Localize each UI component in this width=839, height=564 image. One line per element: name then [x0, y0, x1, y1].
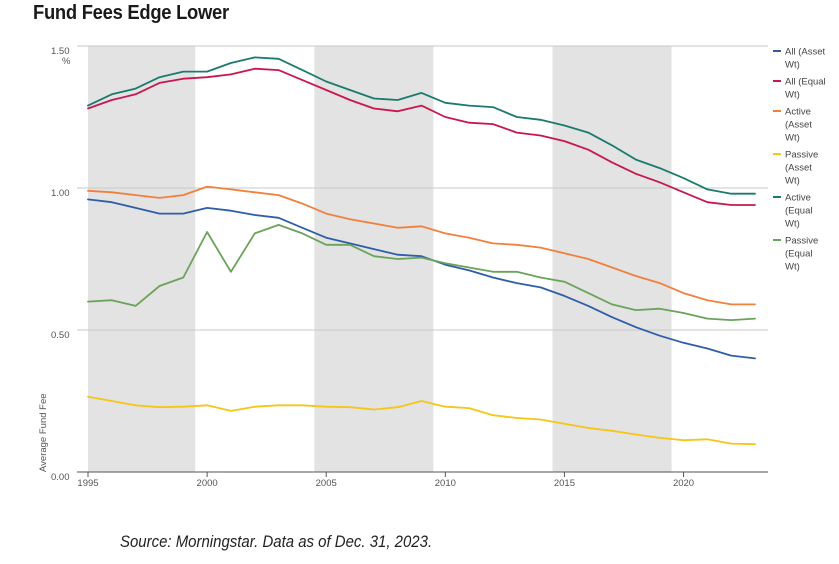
- x-tick-label: 2010: [435, 478, 456, 489]
- legend-label: All (Equal Wt): [785, 77, 826, 101]
- x-tick-label: 2020: [673, 478, 694, 489]
- legend-label: All (Asset Wt): [785, 47, 825, 71]
- series-line-active-asset-wt: [87, 185, 756, 306]
- chart-title: Fund Fees Edge Lower: [33, 2, 229, 24]
- x-tick-label: 2005: [316, 478, 337, 489]
- shaded-band-1: [314, 46, 434, 472]
- legend-label: Passive (Asset Wt): [785, 150, 818, 187]
- shaded-band-2: [552, 46, 672, 472]
- y-tick-label: 1.50: [51, 46, 70, 57]
- shaded-bands: [88, 46, 672, 472]
- legend: All (Asset Wt) All (Equal Wt) Active (Asset Wt…: [773, 47, 826, 273]
- y-tick-label: 0.50: [51, 330, 70, 341]
- series-line-all-asset-wt: [87, 198, 756, 360]
- series-line-passive-equal-wt: [87, 223, 756, 322]
- y-tick-label: 0.00: [51, 472, 70, 483]
- shaded-band-0: [88, 46, 196, 472]
- series-line-passive-asset-wt: [87, 395, 756, 446]
- x-tick-label: 2015: [554, 478, 575, 489]
- y-unit-label: %: [62, 56, 71, 67]
- series-line-active-equal-wt: [87, 56, 756, 195]
- series-line-all-equal-wt: [87, 67, 756, 206]
- y-axis-title: Average Fund Fee: [38, 393, 49, 472]
- legend-label: Active (Asset Wt): [785, 107, 812, 144]
- y-tick-label: 1.00: [51, 188, 70, 199]
- legend-label: Passive (Equal Wt): [785, 236, 818, 273]
- gridlines: [77, 45, 768, 331]
- source-note: Source: Morningstar. Data as of Dec. 31,…: [120, 532, 433, 551]
- x-tick-label: 2000: [197, 478, 218, 489]
- x-tick-label: 1995: [77, 478, 98, 489]
- series-lines: [87, 56, 756, 446]
- legend-label: Active (Equal Wt): [785, 193, 812, 230]
